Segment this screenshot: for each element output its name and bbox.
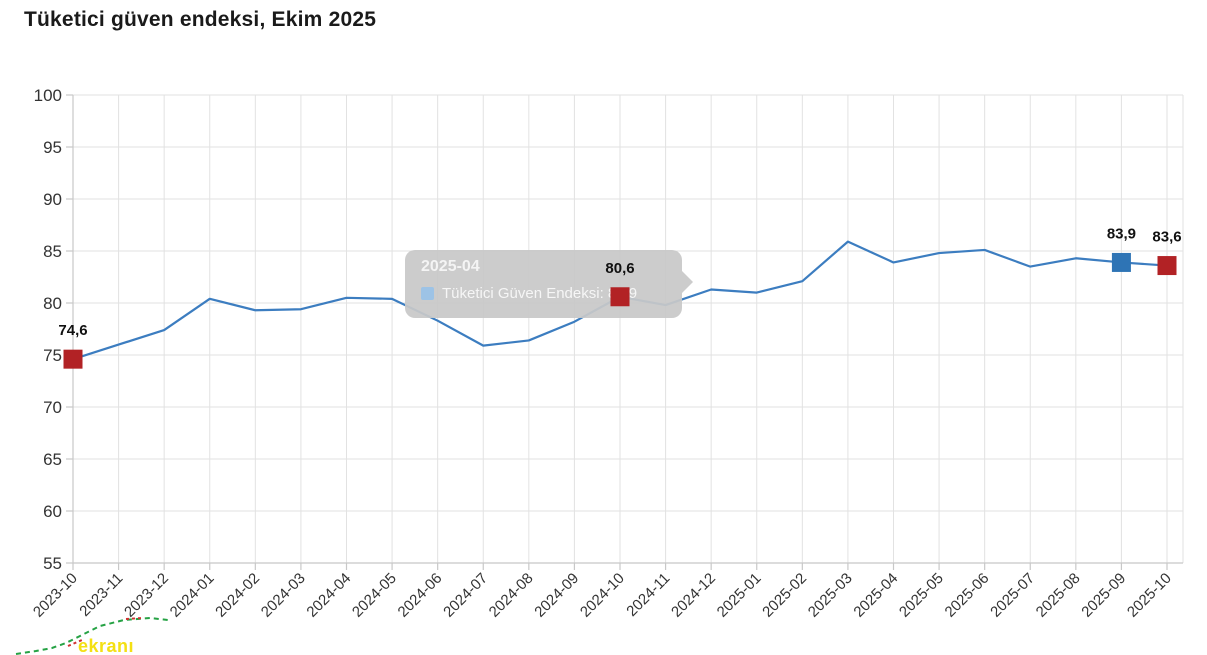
tooltip-series-value: Tüketici Güven Endeksi: 83,9 [442,285,638,302]
watermark-text: ekranı [78,636,135,655]
y-axis-label: 60 [43,502,62,521]
x-axis-label: 2025-02 [759,570,810,621]
x-axis-label: 2024-10 [577,570,628,621]
watermark-logo: ekranı [8,612,228,655]
y-axis-label: 90 [43,190,62,209]
tooltip-date: 2025-04 [421,258,480,275]
x-axis-label: 2025-03 [805,570,856,621]
y-axis-label: 85 [43,242,62,261]
tooltip-pointer-icon [682,271,693,293]
y-axis-label: 70 [43,398,62,417]
x-axis-label: 2024-04 [303,570,354,621]
y-axis-label: 80 [43,294,62,313]
x-axis-label: 2024-08 [486,570,537,621]
x-axis-label: 2025-05 [896,570,947,621]
x-axis-label: 2025-09 [1078,570,1129,621]
series-swatch-icon [421,287,434,300]
candlestick-squiggle-icon [15,616,169,655]
x-axis-label: 2024-05 [349,570,400,621]
x-axis-label: 2025-06 [942,570,993,621]
x-axis-label: 2024-03 [258,570,309,621]
tooltip-series-row: Tüketici Güven Endeksi: 83,9 [421,285,668,302]
y-axis-label: 55 [43,554,62,573]
x-axis-label: 2025-07 [987,570,1038,621]
y-axis-label: 95 [43,138,62,157]
x-axis-label: 2024-09 [531,570,582,621]
x-axis-label: 2024-06 [395,570,446,621]
x-axis-label: 2025-04 [850,570,901,621]
x-axis-label: 2024-07 [440,570,491,621]
chart-tooltip: 2025-04 Tüketici Güven Endeksi: 83,9 [405,250,693,318]
page-title: Tüketici güven endeksi, Ekim 2025 [24,8,377,31]
y-axis-label: 75 [43,346,62,365]
x-axis-label: 2024-12 [668,570,719,621]
x-axis-label: 2025-01 [714,570,765,621]
x-axis-label: 2025-10 [1124,570,1175,621]
x-axis-label: 2024-11 [623,570,673,620]
y-axis-label: 100 [34,86,62,105]
x-axis-label: 2025-08 [1033,570,1084,621]
y-axis-label: 65 [43,450,62,469]
